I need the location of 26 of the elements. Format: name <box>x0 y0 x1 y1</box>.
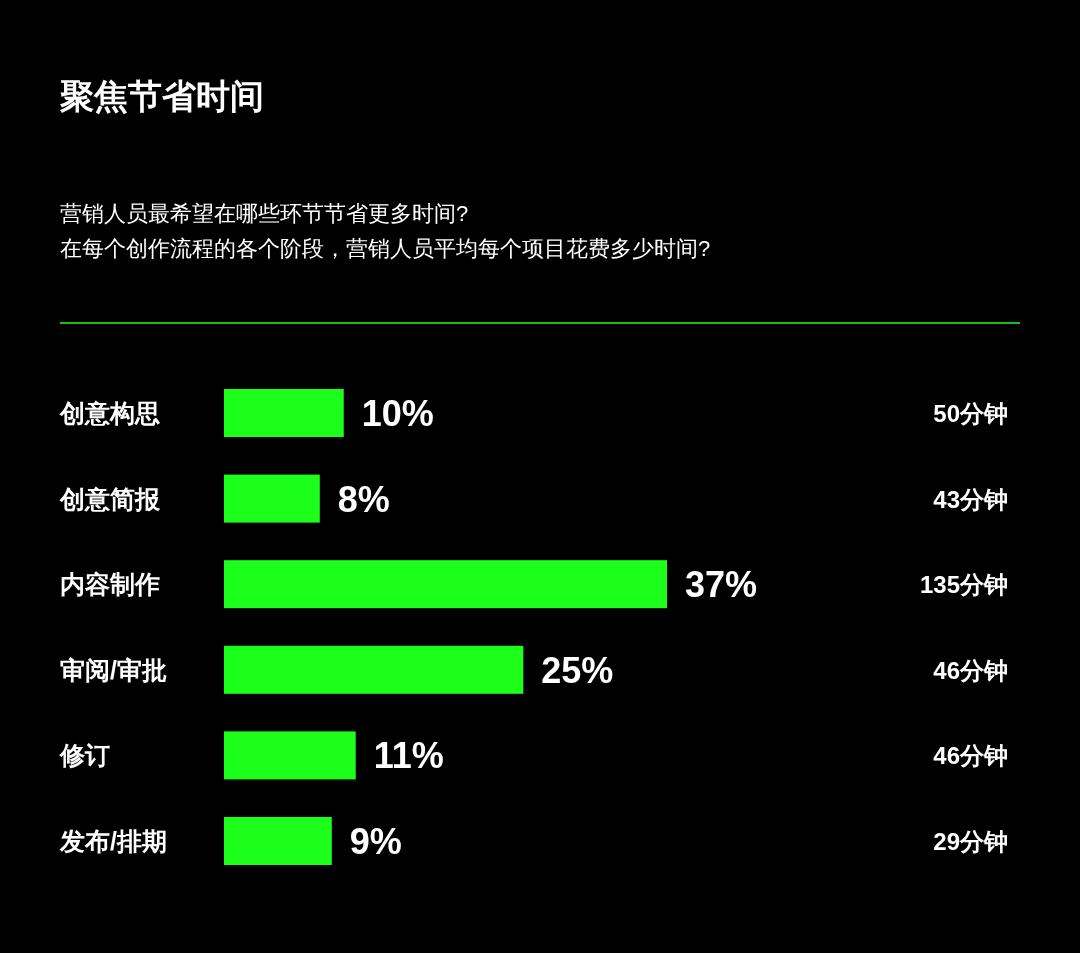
data-label: 43分钟 <box>933 485 1008 513</box>
data-label: 8% <box>337 478 390 520</box>
data-label: 29分钟 <box>933 828 1008 855</box>
y-tick-label: 审阅/审批 <box>60 655 167 684</box>
bar <box>224 731 356 780</box>
chart-title: 聚焦节省时间 <box>60 77 264 115</box>
y-tick-label: 修订 <box>59 741 110 770</box>
y-tick-label: 创意构思 <box>59 399 160 427</box>
data-label: 10% <box>361 393 434 434</box>
bar <box>224 389 344 437</box>
data-label: 50分钟 <box>933 400 1008 427</box>
data-label: 11% <box>373 735 444 777</box>
data-label: 25% <box>541 649 614 691</box>
bar <box>224 645 524 694</box>
chart-subtitle: 营销人员最希望在哪些环节节省更多时间? 在每个创作流程的各个阶段，营销人员平均每个项目花费多少时间? <box>60 201 711 261</box>
data-label: 9% <box>349 821 402 862</box>
y-tick-label: 发布/排期 <box>59 827 167 855</box>
data-label: 37% <box>685 564 758 606</box>
bar <box>224 474 320 523</box>
bar <box>224 817 332 865</box>
y-tick-label: 创意简报 <box>59 484 161 513</box>
data-label: 46分钟 <box>933 742 1008 770</box>
data-label: 135分钟 <box>919 571 1008 599</box>
y-tick-label: 内容制作 <box>60 570 160 599</box>
bar <box>224 560 667 609</box>
data-label: 46分钟 <box>933 656 1008 684</box>
